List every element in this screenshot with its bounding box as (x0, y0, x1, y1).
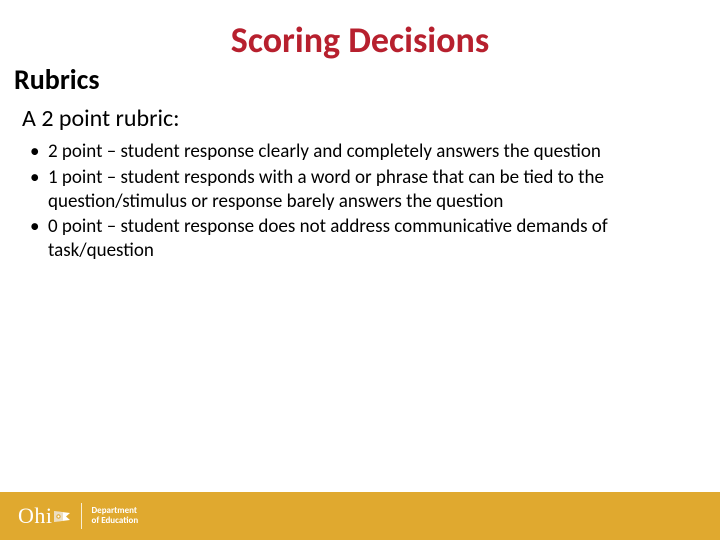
dept-line2: of Education (92, 516, 139, 526)
ohio-flag-icon (54, 511, 70, 522)
list-item: 0 point – student response does not addr… (30, 215, 690, 263)
ohio-prefix: Ohi (18, 503, 53, 529)
list-item: 1 point – student responds with a word o… (30, 166, 690, 214)
rubric-subheading: A 2 point rubric: (22, 104, 180, 133)
ohio-logo: Ohi Department of Education (18, 503, 138, 529)
list-item: 2 point – student response clearly and c… (30, 140, 690, 164)
bullet-list: 2 point – student response clearly and c… (30, 140, 690, 265)
logo-divider (81, 503, 82, 529)
footer-bar: Ohi Department of Education (0, 492, 720, 540)
ohio-wordmark: Ohi (18, 503, 71, 529)
slide-title: Scoring Decisions (0, 18, 720, 62)
slide-container: Scoring Decisions Rubrics A 2 point rubr… (0, 0, 720, 540)
section-heading: Rubrics (14, 62, 100, 97)
department-label: Department of Education (92, 506, 139, 527)
